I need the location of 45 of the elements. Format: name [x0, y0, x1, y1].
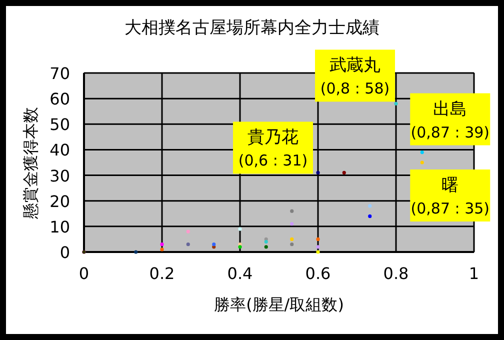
- point: [264, 245, 268, 249]
- annotation: 武蔵丸 (0,8 : 58): [320, 56, 390, 98]
- y-tick-label: 10: [50, 217, 70, 236]
- point: [290, 222, 294, 226]
- x-tick-label: 0.4: [227, 264, 253, 283]
- point: [160, 248, 164, 252]
- point: [290, 237, 294, 242]
- point: [316, 170, 320, 175]
- point: [316, 237, 320, 242]
- annotation: 曙 (0,87 : 35): [410, 176, 490, 218]
- annotation: 出島 (0,87 : 39): [410, 99, 490, 142]
- x-tick-label: 0.6: [305, 264, 331, 283]
- point: [264, 240, 268, 244]
- point: [368, 214, 372, 218]
- x-tick-label: 0: [78, 264, 90, 283]
- x-tick-label: 0.8: [383, 264, 409, 283]
- point: [238, 227, 242, 231]
- point: [368, 204, 372, 208]
- y-axis-title: 懸賞金獲得本数: [21, 107, 40, 220]
- point: [394, 102, 398, 106]
- point: [420, 160, 424, 164]
- point: [186, 230, 190, 234]
- point: [316, 245, 320, 249]
- point: [316, 250, 320, 254]
- point: [290, 242, 294, 246]
- y-tick-label: 20: [50, 192, 70, 211]
- point: [160, 242, 164, 246]
- point: [186, 242, 190, 246]
- point: [420, 150, 424, 154]
- annotation: 貴乃花 (0,6 : 31): [238, 128, 308, 170]
- y-tick-label: 70: [50, 64, 70, 83]
- y-tick-label: 60: [50, 90, 70, 109]
- y-tick-label: 50: [50, 115, 70, 134]
- point: [238, 245, 242, 249]
- x-tick-label: 0.2: [149, 264, 175, 283]
- point: [290, 209, 294, 213]
- y-tick-label: 40: [50, 140, 70, 160]
- y-tick-label: 30: [50, 166, 70, 186]
- chart-title: 大相撲名古屋場所幕内全力士成績: [124, 18, 380, 38]
- point: [134, 250, 138, 254]
- y-tick-label: 0: [60, 243, 70, 262]
- x-axis-title: 勝率(勝星/取組数): [214, 295, 344, 314]
- point: [342, 170, 346, 175]
- x-tick-label: 1: [468, 264, 480, 283]
- point: [212, 242, 216, 246]
